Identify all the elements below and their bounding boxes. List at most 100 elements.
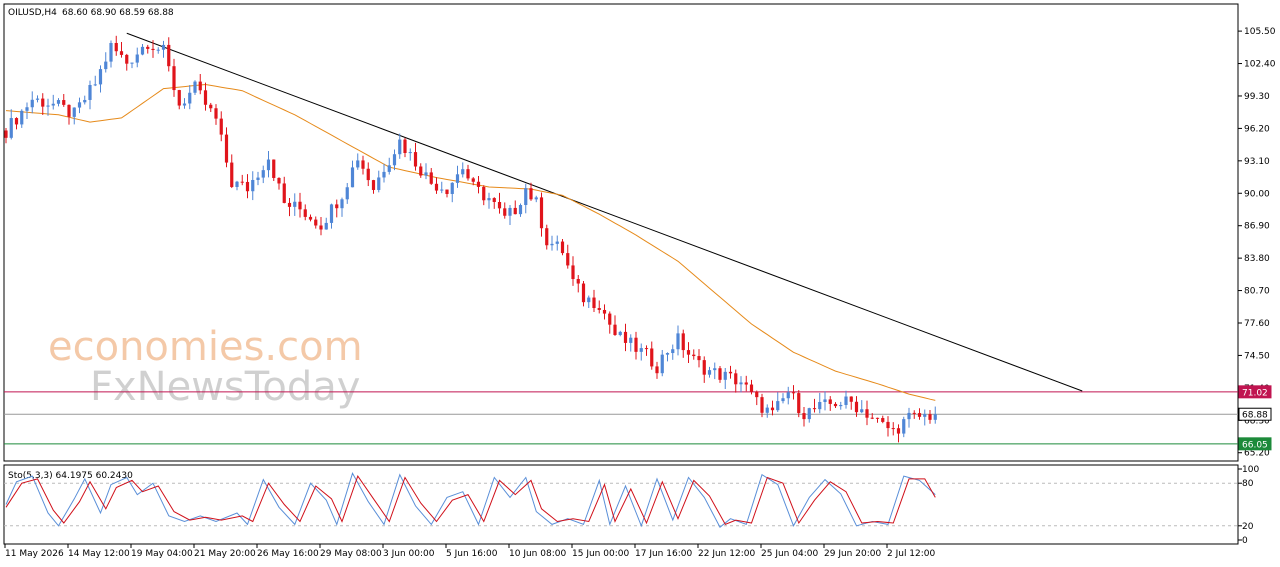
candle bbox=[671, 344, 675, 360]
time-tick-label: 5 Jun 16:00 bbox=[446, 549, 498, 559]
candle bbox=[781, 393, 785, 404]
candle bbox=[125, 53, 129, 71]
candle bbox=[9, 109, 13, 140]
candle bbox=[713, 362, 717, 380]
candle bbox=[476, 176, 481, 194]
candle bbox=[214, 104, 218, 125]
candle bbox=[445, 189, 449, 198]
candle bbox=[67, 104, 71, 125]
stochastic-tick-label: 0 bbox=[1242, 536, 1248, 546]
candle bbox=[923, 409, 927, 426]
candle bbox=[314, 216, 318, 229]
time-tick-label: 2 Jul 12:00 bbox=[887, 549, 936, 559]
price-tick-label: 90.00 bbox=[1244, 189, 1270, 199]
candle bbox=[870, 413, 874, 420]
candle bbox=[4, 128, 8, 144]
candle bbox=[56, 98, 61, 107]
candle bbox=[823, 391, 827, 411]
candle bbox=[335, 199, 339, 218]
candle bbox=[219, 111, 223, 142]
time-tick-label: 22 Jun 12:00 bbox=[698, 549, 755, 559]
candle bbox=[602, 304, 607, 320]
candle bbox=[875, 417, 880, 423]
candle bbox=[440, 181, 444, 194]
time-tick-label: 3 Jun 00:00 bbox=[383, 549, 435, 559]
candle bbox=[93, 75, 97, 87]
candle bbox=[639, 343, 643, 361]
candle bbox=[518, 203, 523, 217]
candle bbox=[623, 323, 628, 352]
candle bbox=[413, 142, 418, 171]
candle bbox=[287, 198, 292, 217]
candle bbox=[707, 366, 712, 378]
candle bbox=[681, 329, 685, 358]
candle bbox=[340, 197, 344, 217]
stochastic-tick-label: 100 bbox=[1242, 465, 1259, 475]
candle bbox=[555, 235, 559, 251]
candle bbox=[450, 182, 454, 203]
candle bbox=[807, 407, 811, 423]
candle bbox=[665, 352, 670, 362]
time-tick-label: 29 Jun 20:00 bbox=[824, 549, 881, 559]
candle bbox=[256, 171, 260, 186]
candle bbox=[503, 202, 507, 219]
support-price-badge bbox=[1238, 437, 1272, 451]
time-tick-label: 11 May 2026 bbox=[5, 549, 64, 559]
candle bbox=[618, 330, 622, 337]
candle bbox=[634, 331, 638, 360]
candle bbox=[46, 98, 50, 116]
price-tick-label: 74.50 bbox=[1244, 351, 1270, 361]
candle bbox=[534, 195, 538, 203]
candle bbox=[529, 182, 533, 201]
candle bbox=[776, 392, 780, 412]
candle bbox=[812, 398, 817, 413]
candle bbox=[755, 390, 759, 406]
candle bbox=[629, 334, 633, 352]
candle bbox=[20, 109, 24, 128]
candle bbox=[566, 244, 570, 269]
candle bbox=[833, 402, 838, 409]
candle bbox=[161, 40, 166, 58]
watermark-economies: economies.com bbox=[48, 324, 363, 370]
candle bbox=[686, 342, 691, 364]
candle bbox=[114, 35, 118, 56]
candle bbox=[849, 396, 853, 410]
candle bbox=[387, 157, 391, 175]
main-pane-frame bbox=[3, 3, 1239, 462]
candle bbox=[230, 154, 234, 189]
candle bbox=[25, 102, 29, 119]
candle bbox=[765, 404, 769, 418]
candle bbox=[140, 43, 145, 56]
candle bbox=[293, 193, 297, 216]
candle bbox=[818, 392, 822, 414]
resistance-price-badge bbox=[1238, 385, 1272, 399]
candle bbox=[261, 165, 265, 184]
candle bbox=[928, 409, 932, 424]
price-tick-label: 102.40 bbox=[1244, 60, 1276, 70]
symbol-label: OILUSD,H4 bbox=[8, 8, 57, 18]
candle bbox=[608, 311, 612, 334]
time-tick-label: 14 May 12:00 bbox=[68, 549, 130, 559]
support-price-value: 66.05 bbox=[1242, 440, 1268, 450]
price-axis: 105.50 102.40 99.30 96.20 93.10 90.00 86.90 83.… bbox=[1238, 27, 1276, 459]
candle bbox=[734, 369, 738, 393]
candle bbox=[597, 300, 601, 314]
candle bbox=[513, 200, 517, 215]
candle bbox=[760, 393, 764, 418]
candle bbox=[83, 95, 87, 105]
candle bbox=[398, 133, 402, 159]
candle bbox=[198, 73, 202, 95]
candle bbox=[104, 52, 108, 73]
candle bbox=[524, 183, 528, 214]
candle bbox=[41, 93, 45, 115]
candle bbox=[497, 192, 502, 214]
stochastic-tick-label: 80 bbox=[1242, 479, 1254, 489]
candle bbox=[434, 177, 439, 194]
ohlc-values: 68.60 68.90 68.59 68.88 bbox=[62, 8, 174, 18]
stochastic-pane-frame bbox=[3, 464, 1239, 545]
price-tick-label: 68.30 bbox=[1244, 416, 1270, 426]
candle bbox=[492, 197, 496, 209]
candle bbox=[482, 185, 486, 206]
candle bbox=[466, 164, 470, 181]
candle bbox=[151, 40, 155, 58]
